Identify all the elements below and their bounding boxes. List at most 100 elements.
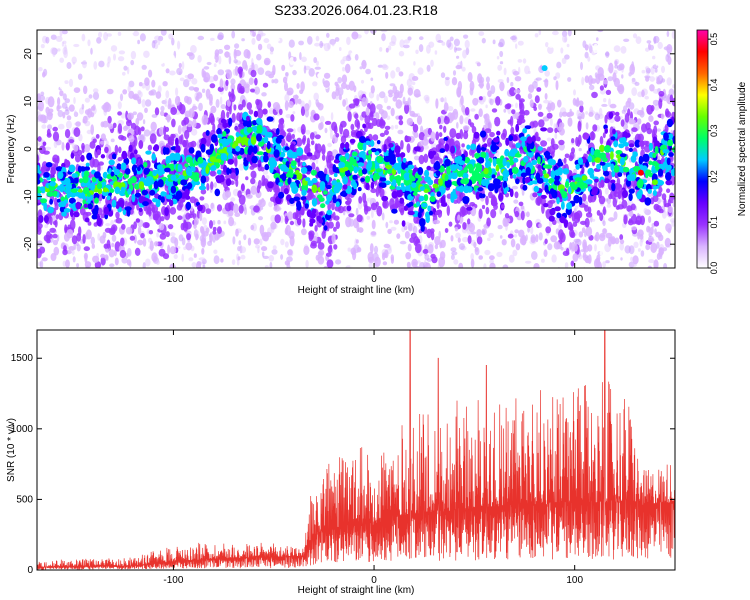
- heatmap-cell: [202, 264, 206, 268]
- heatmap-cell: [641, 89, 645, 98]
- heatmap-cell: [538, 223, 543, 229]
- heatmap-cell: [390, 35, 397, 44]
- heatmap-cell: [198, 185, 207, 191]
- heatmap-cell: [654, 140, 660, 149]
- heatmap-cell: [251, 163, 258, 168]
- heatmap-cell: [131, 193, 136, 203]
- heatmap-cell: [423, 153, 429, 163]
- heatmap-cell: [210, 169, 216, 177]
- heatmap-cell: [456, 122, 459, 129]
- heatmap-cell: [552, 143, 559, 150]
- heatmap-cell: [588, 43, 592, 49]
- heatmap-cell: [553, 179, 560, 186]
- heatmap-cell: [106, 62, 110, 68]
- heatmap-cell: [311, 162, 316, 171]
- heatmap-cell: [550, 272, 553, 281]
- heatmap-cell: [575, 163, 580, 170]
- heatmap-cell: [398, 119, 404, 126]
- heatmap-cell: [667, 56, 672, 65]
- heatmap-cell: [144, 107, 148, 114]
- heatmap-cell: [175, 137, 179, 147]
- heatmap-cell: [323, 72, 331, 79]
- heatmap-cell: [357, 162, 365, 167]
- heatmap-cell: [443, 136, 449, 141]
- heatmap-cell: [474, 152, 480, 159]
- heatmap-cell: [423, 135, 428, 142]
- heatmap-cell: [386, 105, 391, 110]
- heatmap-cell: [510, 35, 517, 41]
- heatmap-cell: [52, 131, 60, 142]
- heatmap-cell: [666, 44, 673, 54]
- heatmap-cell: [117, 31, 122, 36]
- heatmap-cell: [39, 75, 44, 82]
- heatmap-cell: [142, 237, 147, 247]
- heatmap-cell: [89, 182, 96, 191]
- heatmap-cell: [462, 222, 467, 230]
- heatmap-cell: [77, 149, 83, 156]
- heatmap-cell: [655, 231, 662, 238]
- heatmap-cell: [239, 0, 245, 8]
- heatmap-cell: [541, 258, 545, 263]
- heatmap-cell: [408, 104, 412, 113]
- heatmap-cell: [96, 37, 102, 44]
- heatmap-cell: [589, 173, 595, 179]
- heatmap-cell: [206, 183, 210, 191]
- heatmap-cell: [84, 217, 90, 223]
- heatmap-cell: [444, 174, 449, 182]
- heatmap-cell: [236, 112, 242, 122]
- heatmap-cell: [91, 105, 96, 111]
- heatmap-cell: [289, 197, 295, 204]
- heatmap-cell: [489, 131, 495, 138]
- heatmap-cell: [360, 177, 365, 182]
- heatmap-cell: [344, 152, 350, 160]
- heatmap-cell: [354, 113, 359, 120]
- heatmap-cell: [386, 168, 393, 174]
- heatmap-cell: [578, 147, 582, 152]
- heatmap-cell: [228, 138, 233, 143]
- heatmap-cell: [126, 112, 134, 120]
- heatmap-cell: [63, 232, 70, 242]
- heatmap-cell: [532, 120, 539, 128]
- heatmap-cell: [110, 278, 113, 289]
- heatmap-cell: [170, 185, 177, 194]
- heatmap-cell: [538, 119, 545, 128]
- heatmap-cell: [656, 128, 662, 132]
- heatmap-cell: [550, 235, 558, 243]
- heatmap-cell: [344, 141, 350, 150]
- heatmap-cell: [167, 103, 172, 110]
- heatmap-cell: [349, 138, 356, 144]
- heatmap-cell: [93, 287, 100, 294]
- heatmap-cell: [206, 139, 211, 147]
- heatmap-cell: [148, 230, 154, 235]
- heatmap-cell: [653, 36, 657, 45]
- heatmap-cell: [234, 212, 241, 217]
- heatmap-cell: [320, 203, 326, 209]
- heatmap-cell: [264, 265, 269, 268]
- heatmap-cell: [59, 90, 64, 97]
- heatmap-cell: [585, 212, 593, 218]
- heatmap-cell: [319, 183, 325, 192]
- heatmap-cell: [235, 228, 239, 237]
- heatmap-cell: [50, 167, 55, 176]
- heatmap-cell: [584, 75, 590, 83]
- heatmap-cell: [383, 243, 391, 249]
- heatmap-cell: [73, 177, 79, 184]
- heatmap-cell: [90, 124, 94, 135]
- heatmap-cell: [124, 168, 131, 175]
- heatmap-cell: [646, 104, 654, 115]
- heatmap-cell: [71, 235, 78, 245]
- heatmap-cell: [84, 143, 91, 153]
- heatmap-cell: [42, 211, 46, 217]
- heatmap-cell: [177, 40, 181, 50]
- heatmap-cell: [286, 128, 294, 133]
- heatmap-cell: [661, 78, 666, 83]
- heatmap-cell: [135, 218, 141, 223]
- heatmap-cell: [321, 230, 326, 239]
- heatmap-cell: [415, 49, 419, 54]
- heatmap-cell: [637, 118, 642, 125]
- heatmap-cell: [621, 109, 626, 114]
- heatmap-cell: [53, 140, 58, 149]
- heatmap-cell: [256, 133, 262, 142]
- heatmap-cell: [485, 104, 488, 109]
- heatmap-cell: [100, 213, 106, 219]
